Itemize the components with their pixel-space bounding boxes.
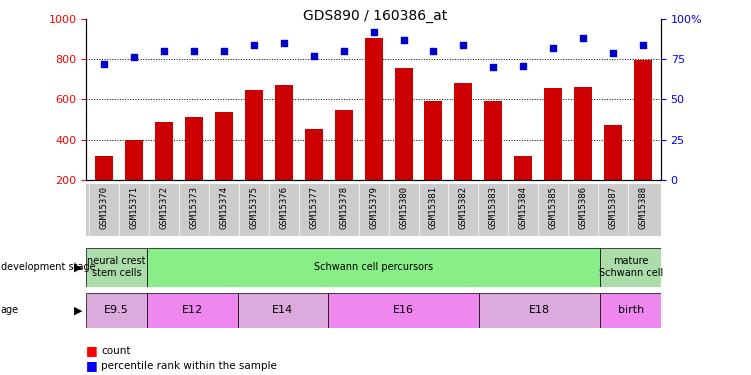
Text: GSM15383: GSM15383 [489,186,498,230]
Text: mature
Schwann cell: mature Schwann cell [599,256,663,278]
Text: ■: ■ [86,359,98,372]
Bar [147,292,237,328]
Text: GDS890 / 160386_at: GDS890 / 160386_at [303,9,448,23]
Bar [479,292,600,328]
Point [308,53,320,59]
Bar [125,140,143,220]
Point [338,48,350,54]
Bar [514,156,532,220]
Point [607,50,619,55]
Text: Schwann cell percursors: Schwann cell percursors [314,262,433,272]
Bar [454,83,472,220]
Bar [394,68,412,220]
Bar [604,124,622,220]
Text: E18: E18 [529,305,550,315]
Text: GSM15376: GSM15376 [279,186,288,230]
Bar [155,122,173,220]
Text: ■: ■ [86,344,98,357]
Text: GSM15375: GSM15375 [249,186,258,230]
Bar [600,248,661,287]
Text: GSM15379: GSM15379 [369,186,378,230]
Bar [245,90,263,220]
Bar [237,292,328,328]
Point [248,42,260,48]
Point [128,54,140,60]
Text: GSM15377: GSM15377 [309,186,318,230]
Point [517,63,529,69]
Bar [86,292,147,328]
Text: GSM15384: GSM15384 [519,186,528,230]
Text: GSM15386: GSM15386 [578,186,587,230]
Bar [600,292,661,328]
Text: GSM15370: GSM15370 [100,186,109,230]
Bar [328,292,479,328]
Text: GSM15371: GSM15371 [130,186,139,230]
Point [397,37,409,43]
Bar [275,85,293,220]
Text: neural crest
stem cells: neural crest stem cells [87,256,146,278]
Point [637,42,649,48]
Text: GSM15381: GSM15381 [429,186,438,230]
Point [547,45,559,51]
Point [457,42,469,48]
Bar [95,156,113,220]
Text: development stage: development stage [1,262,95,272]
Bar [147,248,600,287]
Text: GSM15382: GSM15382 [459,186,468,230]
Text: percentile rank within the sample: percentile rank within the sample [101,361,277,370]
Point [188,48,200,54]
Text: GSM15385: GSM15385 [549,186,558,230]
Text: GSM15387: GSM15387 [608,186,617,230]
Bar [86,248,147,287]
Point [158,48,170,54]
Text: age: age [1,305,19,315]
Bar [484,101,502,220]
Point [278,40,290,46]
Text: birth: birth [617,305,644,315]
Bar [574,87,592,220]
Text: GSM15380: GSM15380 [399,186,408,230]
Text: GSM15374: GSM15374 [219,186,228,230]
Text: GSM15372: GSM15372 [160,186,169,230]
Point [218,48,230,54]
Point [427,48,439,54]
Text: GSM15388: GSM15388 [638,186,647,230]
Bar [305,129,323,220]
Bar [424,101,442,220]
Text: ▶: ▶ [74,305,83,315]
Text: count: count [101,346,131,355]
Text: E16: E16 [394,305,415,315]
Bar [634,60,652,220]
Text: ▶: ▶ [74,262,83,272]
Text: E12: E12 [182,305,203,315]
Point [577,35,589,41]
Bar [215,112,233,220]
Point [98,61,110,67]
Bar [544,88,562,220]
Text: E9.5: E9.5 [104,305,129,315]
Text: GSM15378: GSM15378 [339,186,348,230]
Bar [365,38,382,220]
Text: GSM15373: GSM15373 [189,186,198,230]
Point [487,64,499,70]
Point [367,28,379,34]
Text: E14: E14 [273,305,294,315]
Bar [185,117,203,220]
Bar [335,111,353,220]
